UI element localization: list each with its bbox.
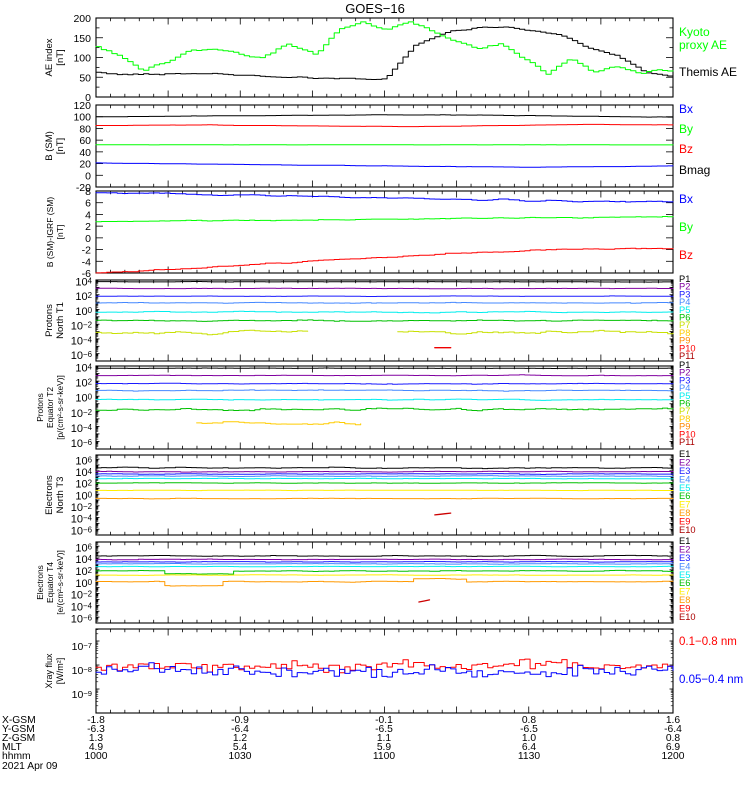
- svg-text:[W/m²]: [W/m²]: [55, 658, 65, 685]
- svg-text:0: 0: [85, 233, 91, 245]
- svg-text:8: 8: [85, 186, 91, 198]
- svg-text:100: 100: [73, 112, 91, 124]
- svg-text:40: 40: [79, 147, 91, 159]
- svg-text:0: 0: [85, 170, 91, 182]
- svg-text:B (SM): B (SM): [44, 131, 55, 161]
- svg-text:proxy AE: proxy AE: [679, 38, 727, 52]
- svg-text:100: 100: [73, 53, 91, 65]
- svg-text:Bz: Bz: [679, 248, 693, 262]
- svg-text:GOES−16: GOES−16: [345, 1, 405, 16]
- svg-text:North T3: North T3: [55, 477, 66, 514]
- svg-text:North T1: North T1: [55, 302, 66, 339]
- svg-text:1000: 1000: [85, 751, 108, 762]
- svg-text:E10: E10: [679, 612, 696, 622]
- svg-text:Protons: Protons: [35, 393, 45, 422]
- svg-text:P11: P11: [679, 437, 695, 447]
- svg-text:Protons: Protons: [44, 304, 55, 337]
- svg-text:Bmag: Bmag: [679, 163, 710, 177]
- svg-text:[e/(cm²-s-sr-keV)]: [e/(cm²-s-sr-keV)]: [55, 550, 65, 615]
- svg-text:[nT]: [nT]: [55, 138, 66, 154]
- svg-text:-4: -4: [82, 256, 91, 268]
- svg-text:2021 Apr 09: 2021 Apr 09: [2, 761, 58, 772]
- svg-text:1030: 1030: [229, 751, 252, 762]
- svg-text:Bx: Bx: [679, 192, 693, 206]
- svg-text:150: 150: [73, 33, 91, 45]
- svg-text:1200: 1200: [662, 751, 685, 762]
- svg-text:AE index: AE index: [44, 38, 55, 76]
- svg-text:1130: 1130: [518, 751, 540, 762]
- svg-text:B (SM)-IGRF (SM): B (SM)-IGRF (SM): [45, 197, 55, 268]
- svg-text:Electrons: Electrons: [35, 565, 45, 600]
- svg-text:80: 80: [79, 123, 91, 135]
- svg-text:Kyoto: Kyoto: [679, 25, 710, 39]
- svg-text:0.1−0.8 nm: 0.1−0.8 nm: [679, 636, 737, 648]
- svg-text:Bx: Bx: [679, 102, 693, 116]
- svg-text:Xray flux: Xray flux: [44, 653, 54, 689]
- svg-text:Bz: Bz: [679, 142, 693, 156]
- svg-text:120: 120: [73, 100, 91, 112]
- svg-text:20: 20: [79, 159, 91, 171]
- svg-text:[nT]: [nT]: [55, 49, 66, 65]
- svg-text:60: 60: [79, 135, 91, 147]
- svg-text:200: 200: [73, 13, 91, 25]
- svg-text:Equator T4: Equator T4: [45, 562, 55, 603]
- svg-text:E10: E10: [679, 525, 696, 535]
- svg-text:50: 50: [79, 72, 91, 84]
- svg-text:Equator T2: Equator T2: [45, 387, 55, 428]
- svg-text:Electrons: Electrons: [44, 475, 55, 515]
- svg-text:-2: -2: [82, 245, 91, 257]
- svg-text:6: 6: [85, 198, 91, 210]
- svg-text:[p/(cm²-s-sr-keV)]: [p/(cm²-s-sr-keV)]: [55, 375, 65, 440]
- svg-text:[nT]: [nT]: [55, 225, 65, 240]
- svg-text:By: By: [679, 122, 693, 136]
- svg-text:By: By: [679, 220, 693, 234]
- svg-text:Themis AE: Themis AE: [679, 65, 737, 79]
- svg-text:1100: 1100: [373, 751, 395, 762]
- svg-text:2: 2: [85, 221, 91, 233]
- svg-text:4: 4: [85, 209, 91, 221]
- svg-text:0.05−0.4 nm: 0.05−0.4 nm: [679, 674, 743, 686]
